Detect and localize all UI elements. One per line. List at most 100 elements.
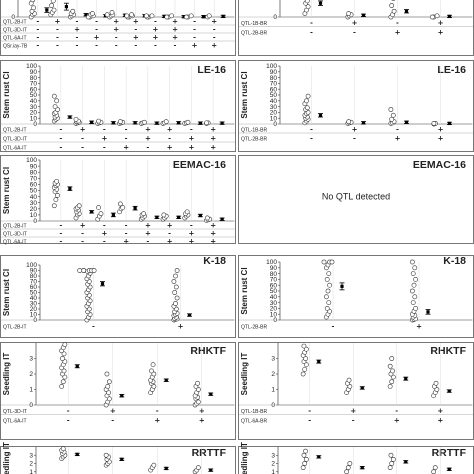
data-point bbox=[390, 112, 396, 118]
group-3 bbox=[387, 447, 409, 474]
y-tick-label: 90 bbox=[30, 69, 38, 76]
data-point bbox=[169, 13, 174, 19]
group-2: +-- bbox=[73, 160, 95, 246]
qtl-sign: - bbox=[81, 135, 84, 143]
qtl-sign: - bbox=[213, 34, 216, 42]
qtl-sign: - bbox=[56, 42, 59, 50]
qtl-row-label: QTL-1B-BR bbox=[241, 128, 268, 134]
data-point bbox=[304, 105, 310, 111]
qtl-sign: + bbox=[133, 18, 139, 26]
mean-marker bbox=[177, 121, 181, 125]
data-point bbox=[62, 374, 68, 380]
qtl-sign: - bbox=[168, 135, 171, 143]
group-1: -- bbox=[302, 66, 323, 143]
data-point bbox=[173, 301, 178, 306]
qtl-sign: - bbox=[36, 26, 39, 34]
group-5: ++-- bbox=[104, 0, 128, 50]
mean-marker bbox=[75, 452, 79, 457]
group-4: ++ bbox=[192, 343, 214, 425]
mean-marker bbox=[220, 217, 224, 221]
mean-marker bbox=[68, 115, 72, 119]
qtl-sign: - bbox=[308, 407, 311, 415]
y-axis-label: Stem rust CI bbox=[2, 71, 11, 118]
group-1: -- bbox=[302, 0, 323, 37]
qtl-sign: + bbox=[145, 230, 151, 238]
qtl-sign: - bbox=[332, 323, 335, 331]
qtl-sign: - bbox=[156, 407, 159, 415]
data-point bbox=[434, 13, 440, 19]
data-point bbox=[326, 271, 332, 276]
qtl-sign: - bbox=[310, 126, 313, 134]
qtl-sign: - bbox=[36, 18, 39, 26]
data-point bbox=[388, 452, 394, 458]
data-point bbox=[204, 120, 209, 126]
mean-marker bbox=[68, 187, 72, 191]
data-point bbox=[347, 461, 353, 466]
y-tick-label: 3 bbox=[29, 452, 33, 459]
data-point bbox=[432, 465, 438, 471]
data-point bbox=[412, 265, 418, 271]
qtl-sign: - bbox=[59, 126, 62, 134]
data-point bbox=[389, 3, 395, 8]
y-tick-label: 100 bbox=[26, 157, 37, 164]
data-point bbox=[321, 259, 327, 265]
qtl-sign: + bbox=[199, 407, 205, 415]
qtl-row-label: QTL-6A-IT bbox=[3, 146, 27, 152]
y-tick-label: 0 bbox=[33, 317, 37, 324]
data-point bbox=[142, 119, 147, 125]
y-tick-label: 3 bbox=[271, 356, 275, 363]
y-tick-label: 70 bbox=[30, 279, 38, 286]
y-tick-label: 1 bbox=[29, 387, 33, 394]
qtl-sign: + bbox=[172, 34, 178, 42]
group-6: +-+ bbox=[160, 66, 182, 152]
data-point bbox=[49, 3, 54, 8]
group-4: ++ bbox=[429, 0, 452, 37]
group-7: -++ bbox=[182, 66, 203, 152]
data-point bbox=[96, 118, 101, 124]
data-point bbox=[174, 295, 180, 301]
data-point bbox=[62, 342, 68, 347]
panel-frame bbox=[0, 255, 236, 338]
y-axis-label: Stem rust CI bbox=[2, 269, 11, 316]
qtl-sign: + bbox=[178, 323, 184, 331]
y-axis-label: Stem rust CI bbox=[2, 167, 11, 214]
data-point bbox=[104, 371, 110, 377]
mean-marker bbox=[155, 215, 159, 219]
qtl-row-label: QTL-2B-BR bbox=[241, 325, 268, 331]
qtl-sign: - bbox=[146, 238, 149, 246]
data-point bbox=[303, 356, 308, 361]
panel-title: RHKTF bbox=[430, 345, 466, 357]
qtl-sign: - bbox=[67, 417, 70, 425]
qtl-sign: - bbox=[310, 19, 313, 27]
data-point bbox=[347, 383, 353, 389]
qtl-sign: - bbox=[56, 34, 59, 42]
qtl-sign: - bbox=[76, 42, 79, 50]
qtl-sign: - bbox=[103, 238, 106, 246]
data-point bbox=[117, 119, 123, 125]
qtl-sign: + bbox=[210, 126, 216, 134]
panel-title: RRTTF bbox=[432, 447, 467, 459]
qtl-row-label: QTL-3D-IT bbox=[3, 409, 27, 415]
qtl-sign: + bbox=[152, 26, 158, 34]
y-tick-label: 2 bbox=[29, 461, 33, 468]
qtl-row-label: QTL-6A-IT bbox=[3, 419, 27, 425]
y-tick-label: 90 bbox=[270, 69, 278, 76]
qtl-row-label: QSr.iay-7B bbox=[3, 44, 28, 50]
data-point bbox=[346, 119, 352, 125]
y-tick-label: 20 bbox=[30, 110, 38, 117]
data-point bbox=[389, 356, 395, 361]
data-point bbox=[185, 119, 191, 125]
qtl-sign: - bbox=[103, 144, 106, 152]
mean-marker bbox=[447, 467, 451, 471]
qtl-sign: + bbox=[172, 18, 178, 26]
group-3: -+- bbox=[95, 66, 116, 152]
panel-frame bbox=[0, 446, 236, 474]
qtl-sign: + bbox=[188, 144, 194, 152]
y-tick-label: 100 bbox=[266, 259, 277, 266]
qtl-sign: + bbox=[80, 222, 86, 230]
mean-marker bbox=[133, 206, 137, 210]
group-3: -+ bbox=[387, 343, 409, 425]
y-axis-label: Stem rust CI bbox=[240, 71, 249, 118]
